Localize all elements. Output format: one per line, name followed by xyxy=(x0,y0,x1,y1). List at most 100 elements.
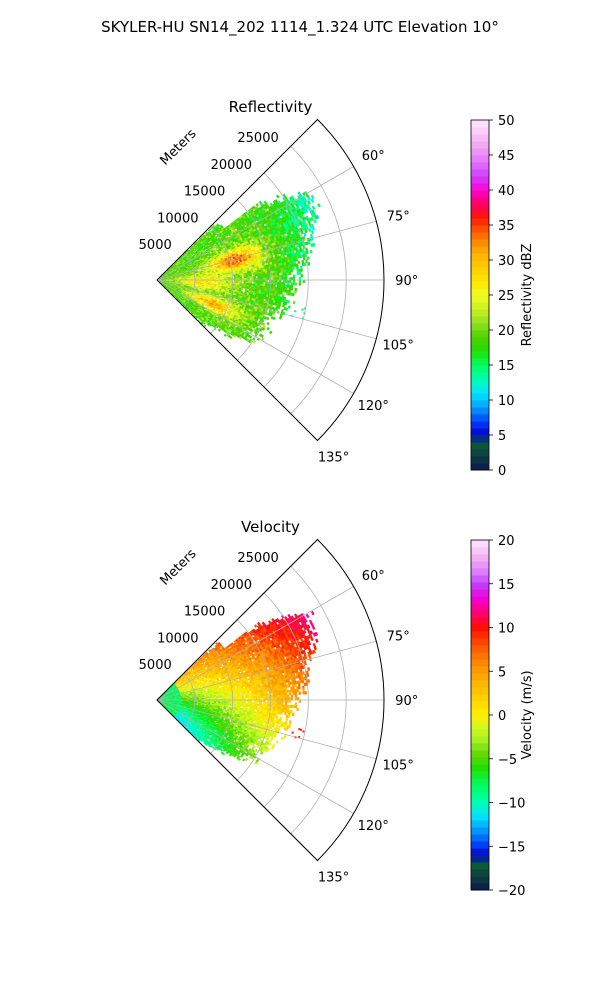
reflectivity-cell xyxy=(298,279,302,284)
reflectivity-cell xyxy=(255,283,258,287)
reflectivity-colorbar-swatch xyxy=(471,260,489,268)
reflectivity-colorbar-swatch xyxy=(471,400,489,408)
reflectivity-cell xyxy=(191,285,195,287)
reflectivity-cell xyxy=(257,275,260,279)
reflectivity-theta-tick-label: 75° xyxy=(387,209,410,224)
reflectivity-cell xyxy=(276,284,280,288)
reflectivity-cell xyxy=(265,273,268,276)
reflectivity-cell xyxy=(294,290,297,294)
reflectivity-cell xyxy=(275,282,278,285)
reflectivity-colorbar-swatch xyxy=(471,295,489,303)
reflectivity-colorbar-swatch xyxy=(471,204,489,212)
reflectivity-cell xyxy=(270,284,274,287)
reflectivity-cell xyxy=(310,198,315,204)
reflectivity-cell xyxy=(310,194,315,200)
reflectivity-cell xyxy=(237,276,241,279)
reflectivity-colorbar-swatch xyxy=(471,302,489,310)
reflectivity-colorbar-swatch xyxy=(471,386,489,394)
reflectivity-colorbar-swatch xyxy=(471,211,489,219)
reflectivity-colorbar-swatch xyxy=(471,225,489,233)
reflectivity-theta-tick-label: 135° xyxy=(318,451,349,466)
reflectivity-cell xyxy=(247,281,251,284)
reflectivity-cell xyxy=(263,283,266,287)
reflectivity-cell xyxy=(307,240,311,245)
reflectivity-cell xyxy=(255,203,259,207)
reflectivity-colorbar-swatch xyxy=(471,421,489,429)
reflectivity-cell xyxy=(290,287,294,291)
reflectivity-cell xyxy=(291,292,295,297)
reflectivity-cell xyxy=(247,284,250,288)
reflectivity-cell xyxy=(273,275,276,279)
reflectivity-cell xyxy=(282,274,286,278)
reflectivity-cell xyxy=(303,262,307,267)
reflectivity-cell xyxy=(203,321,206,325)
reflectivity-cell xyxy=(253,283,256,286)
radar-panels: Reflectivity500010000150002000025000Mete… xyxy=(139,98,535,899)
reflectivity-cell xyxy=(259,273,262,277)
reflectivity-cell xyxy=(267,281,270,285)
reflectivity-cell xyxy=(261,273,264,277)
reflectivity-cell xyxy=(261,283,264,287)
reflectivity-cell xyxy=(259,275,262,279)
reflectivity-cell xyxy=(223,277,227,279)
reflectivity-cell xyxy=(267,283,270,287)
reflectivity-cell xyxy=(280,272,284,276)
reflectivity-colorbar-swatch xyxy=(471,274,489,282)
reflectivity-cell xyxy=(301,259,305,264)
reflectivity-cell xyxy=(307,262,311,266)
reflectivity-cell xyxy=(251,270,254,273)
reflectivity-cell xyxy=(304,208,309,214)
reflectivity-colorbar-swatch xyxy=(471,190,489,198)
reflectivity-cell xyxy=(239,276,243,279)
reflectivity-cell xyxy=(277,305,281,310)
reflectivity-cell xyxy=(284,287,288,291)
reflectivity-cell xyxy=(292,282,296,286)
reflectivity-cell xyxy=(285,307,289,311)
reflectivity-cell xyxy=(282,284,286,288)
reflectivity-cell xyxy=(259,285,262,289)
reflectivity-cell xyxy=(284,269,288,273)
reflectivity-cell xyxy=(176,276,180,278)
reflectivity-cell xyxy=(275,307,279,311)
reflectivity-cell xyxy=(278,274,282,278)
reflectivity-cell xyxy=(297,260,301,264)
reflectivity-radial-tick-label: 5000 xyxy=(139,238,172,253)
reflectivity-cell xyxy=(267,275,270,279)
reflectivity-radial-tick-label: 20000 xyxy=(211,158,252,173)
reflectivity-cell xyxy=(261,275,264,279)
reflectivity-radial-tick-label: 25000 xyxy=(237,131,278,146)
reflectivity-colorbar-swatch xyxy=(471,232,489,240)
reflectivity-cell xyxy=(294,287,298,291)
reflectivity-colorbar-swatch xyxy=(471,344,489,352)
reflectivity-cell xyxy=(255,281,258,285)
reflectivity-colorbar-swatch xyxy=(471,456,489,464)
reflectivity-cell xyxy=(302,256,306,261)
reflectivity-colorbar-swatch xyxy=(471,393,489,401)
reflectivity-cell xyxy=(180,275,183,277)
reflectivity-cell xyxy=(243,276,247,279)
reflectivity-cell xyxy=(301,308,304,311)
reflectivity-cell xyxy=(311,205,316,210)
reflectivity-cell xyxy=(216,277,219,280)
figure-title: SKYLER-HU SN14_202 1114_1.324 UTC Elevat… xyxy=(101,18,499,37)
reflectivity-cell xyxy=(266,326,270,331)
reflectivity-cell xyxy=(270,273,274,276)
reflectivity-cell xyxy=(280,291,283,295)
reflectivity-colorbar-swatch xyxy=(471,183,489,191)
reflectivity-cell xyxy=(227,274,231,277)
reflectivity-cell xyxy=(272,311,276,315)
reflectivity-cell xyxy=(300,268,303,272)
reflectivity-cell xyxy=(255,273,258,277)
reflectivity-cell xyxy=(310,230,315,235)
reflectivity-cell xyxy=(254,270,258,273)
reflectivity-cell xyxy=(249,274,252,277)
reflectivity-cell xyxy=(251,283,254,286)
reflectivity-cell xyxy=(309,249,313,254)
reflectivity-cell xyxy=(298,271,302,275)
reflectivity-cell xyxy=(275,275,278,278)
reflectivity-cell xyxy=(265,275,268,279)
reflectivity-cell xyxy=(227,276,231,279)
reflectivity-cell xyxy=(284,274,288,278)
reflectivity-colorbar-swatch xyxy=(471,337,489,345)
reflectivity-colorbar-swatch xyxy=(471,246,489,254)
